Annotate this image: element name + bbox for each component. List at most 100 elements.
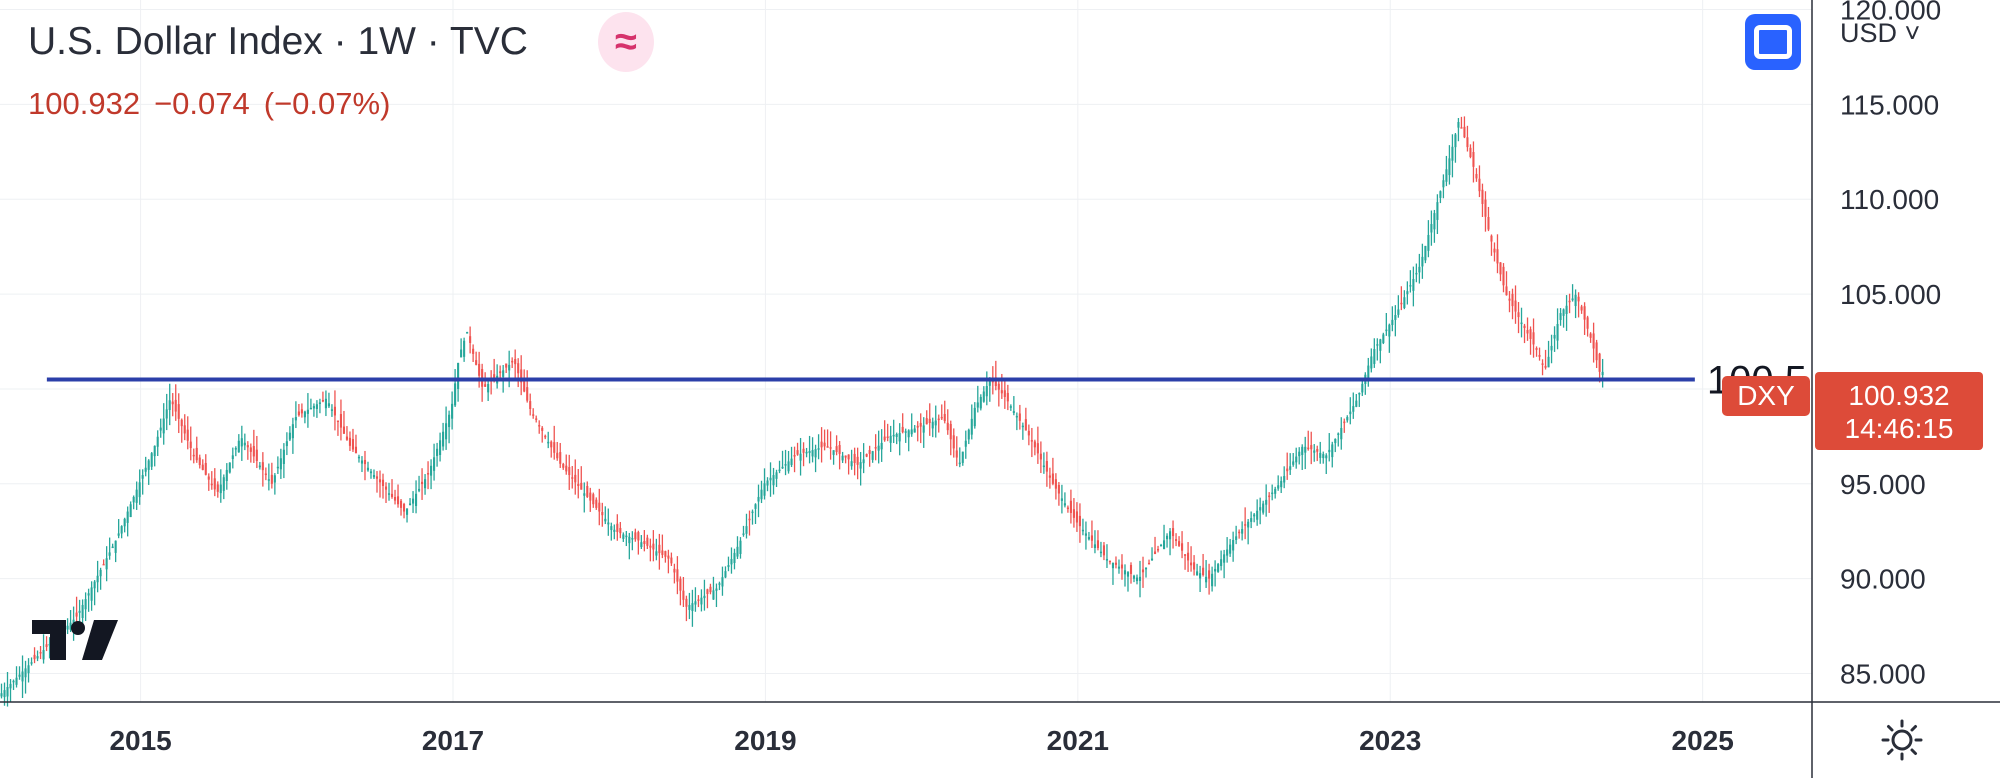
- candle-body: [219, 484, 222, 494]
- candle-body: [1141, 569, 1145, 573]
- candle-body: [1054, 479, 1057, 489]
- candle-body: [988, 380, 991, 386]
- candle-body: [225, 469, 228, 482]
- candle-body: [721, 577, 724, 587]
- currency-selector[interactable]: USD ˅: [1840, 18, 1921, 48]
- candle-body: [1436, 202, 1439, 220]
- candle-body: [805, 451, 808, 454]
- candle-body: [1505, 286, 1508, 296]
- candle-body: [685, 598, 688, 607]
- candle-body: [1304, 446, 1307, 453]
- candle-body: [502, 370, 505, 377]
- candle-body: [793, 455, 796, 457]
- candle-body: [183, 425, 186, 434]
- candle-body: [1132, 575, 1136, 579]
- candle-body: [955, 450, 958, 458]
- candle-body: [1066, 507, 1069, 510]
- candle-body: [126, 511, 129, 523]
- candle-body: [910, 429, 913, 435]
- candle-body: [811, 450, 814, 457]
- candle-body: [529, 401, 532, 410]
- candle-body: [297, 411, 300, 416]
- candle-body: [117, 533, 120, 536]
- candle-body: [565, 465, 568, 472]
- candle-body: [436, 448, 439, 456]
- candle-body: [162, 418, 165, 434]
- candle-body: [700, 597, 703, 605]
- candle-body: [523, 379, 526, 392]
- candle-body: [1382, 334, 1385, 344]
- candle-body: [1349, 411, 1352, 415]
- candle-body: [372, 475, 376, 478]
- candle-body: [81, 604, 84, 619]
- candle-body: [1084, 533, 1087, 536]
- candle-body: [1193, 562, 1196, 570]
- candle-body: [1541, 363, 1544, 365]
- candle-body: [1036, 443, 1039, 454]
- candle-body: [1208, 570, 1211, 579]
- candle-body: [1595, 342, 1598, 361]
- candle-body: [228, 462, 231, 473]
- candle-body: [445, 423, 448, 440]
- candle-body: [150, 453, 153, 467]
- candle-body: [1135, 577, 1139, 582]
- candle-body: [487, 384, 490, 393]
- candle-body: [418, 488, 421, 491]
- candle-body: [1289, 466, 1292, 470]
- candle-body: [315, 404, 318, 409]
- candle-body: [691, 603, 694, 612]
- candle-body: [1214, 568, 1217, 572]
- candle-body: [1172, 528, 1175, 537]
- candle-body: [1355, 400, 1358, 407]
- bar-countdown: 14:46:15: [1845, 413, 1954, 444]
- candle-body: [327, 403, 330, 407]
- candle-body: [1346, 417, 1349, 421]
- candle-body: [1397, 309, 1400, 315]
- candle-body: [306, 409, 309, 414]
- price-axis[interactable]: 85.000 90.000 95.000 105.000 110.000 115.000 1…: [1811, 0, 1941, 778]
- candle-body: [1009, 406, 1012, 408]
- candle-body: [1544, 365, 1547, 368]
- candle-body: [880, 442, 883, 450]
- candle-body: [411, 498, 415, 504]
- candle-body: [625, 535, 628, 538]
- candle-body: [1232, 540, 1235, 551]
- candle-body: [1325, 455, 1328, 459]
- candle-body: [592, 494, 595, 505]
- sun-gear-icon[interactable]: [1880, 718, 1924, 762]
- time-axis[interactable]: 2015 2017 2019 2021 2023 2025: [0, 701, 2000, 756]
- candle-body: [883, 436, 886, 441]
- candle-body: [1331, 444, 1334, 458]
- candle-body: [484, 384, 487, 387]
- candle-body: [1475, 173, 1478, 179]
- candle-body: [703, 595, 706, 599]
- candle-body: [727, 565, 730, 568]
- candle-body: [1451, 146, 1454, 161]
- candle-body: [1511, 293, 1514, 307]
- candle-body: [829, 447, 832, 449]
- candle-body: [1241, 529, 1244, 534]
- candle-body: [1517, 312, 1520, 318]
- candle-body: [360, 460, 364, 464]
- candle-body: [964, 440, 967, 447]
- candle-body: [1117, 566, 1121, 569]
- candle-series: [0, 116, 1604, 707]
- chart-title: U.S. Dollar Index · 1W · TVC: [28, 20, 528, 63]
- candle-body: [1376, 344, 1379, 346]
- candle-body: [997, 383, 1000, 390]
- candle-body: [433, 457, 436, 471]
- candle-body: [679, 578, 682, 591]
- fullscreen-icon[interactable]: [1745, 14, 1801, 70]
- candle-body: [1598, 353, 1601, 372]
- candle-body: [1168, 531, 1172, 540]
- candle-body: [1577, 296, 1580, 302]
- candle-body: [577, 483, 580, 486]
- candle-body: [399, 500, 403, 508]
- wave-icon[interactable]: ≈: [598, 12, 654, 72]
- candle-body: [96, 575, 99, 583]
- candle-body: [649, 545, 652, 548]
- candle-body: [676, 569, 679, 582]
- candle-body: [1184, 554, 1187, 556]
- candle-body: [1334, 438, 1337, 444]
